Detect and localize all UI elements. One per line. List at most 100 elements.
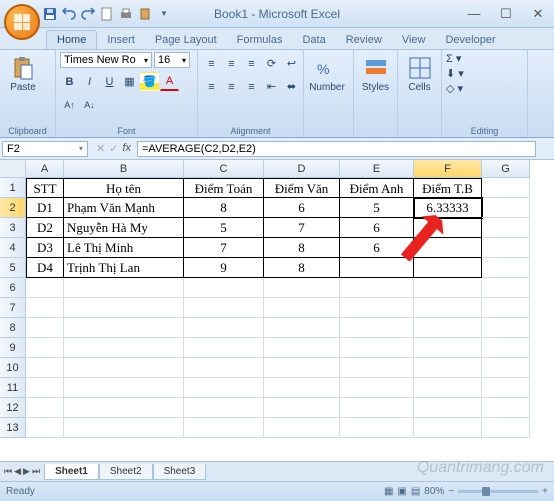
cell[interactable]: Điểm Văn — [264, 178, 340, 198]
cell[interactable] — [340, 398, 414, 418]
row-header[interactable]: 3 — [0, 218, 26, 238]
row-header[interactable]: 1 — [0, 178, 26, 198]
cell[interactable]: STT — [26, 178, 64, 198]
redo-icon[interactable] — [80, 6, 96, 22]
select-all-corner[interactable] — [0, 160, 26, 178]
cell[interactable] — [340, 278, 414, 298]
cell[interactable] — [26, 378, 64, 398]
fx-icon[interactable]: fx — [122, 142, 131, 155]
italic-button[interactable]: I — [80, 72, 99, 91]
cancel-formula-icon[interactable]: ✕ — [96, 142, 105, 155]
ribbon-tab-review[interactable]: Review — [336, 31, 392, 49]
cell[interactable]: 5 — [184, 218, 264, 238]
cell[interactable]: 8 — [264, 258, 340, 278]
row-header[interactable]: 10 — [0, 358, 26, 378]
cell[interactable] — [26, 318, 64, 338]
shrink-font-button[interactable]: A↓ — [80, 95, 99, 114]
align-left-button[interactable]: ≡ — [202, 77, 221, 96]
align-center-button[interactable]: ≡ — [222, 77, 241, 96]
cell[interactable] — [340, 298, 414, 318]
sheet-tab[interactable]: Sheet1 — [44, 464, 99, 480]
cell[interactable]: 8 — [184, 198, 264, 218]
cell[interactable] — [340, 378, 414, 398]
number-format-button[interactable]: %Number — [308, 52, 346, 93]
cell[interactable] — [264, 338, 340, 358]
cell[interactable] — [184, 418, 264, 438]
column-header[interactable]: G — [482, 160, 530, 178]
font-size-combo[interactable]: 16▾ — [154, 52, 190, 68]
view-normal-icon[interactable]: ▦ — [384, 486, 393, 497]
bold-button[interactable]: B — [60, 72, 79, 91]
cell[interactable] — [482, 258, 530, 278]
ribbon-tab-home[interactable]: Home — [46, 30, 97, 49]
cell[interactable]: 5 — [340, 198, 414, 218]
column-header[interactable]: C — [184, 160, 264, 178]
cell[interactable] — [64, 338, 184, 358]
cell[interactable]: Lê Thị Minh — [64, 238, 184, 258]
cell[interactable] — [64, 358, 184, 378]
cell[interactable] — [64, 278, 184, 298]
qat-dropdown-icon[interactable]: ▼ — [156, 6, 172, 22]
cell[interactable]: Họ tên — [64, 178, 184, 198]
view-break-icon[interactable]: ▤ — [411, 486, 420, 497]
paste-button[interactable]: Paste — [4, 52, 42, 93]
sheet-tab[interactable]: Sheet3 — [153, 464, 207, 480]
cell[interactable] — [264, 278, 340, 298]
cell[interactable] — [414, 238, 482, 258]
cell[interactable]: D2 — [26, 218, 64, 238]
cell[interactable] — [482, 378, 530, 398]
cell[interactable] — [414, 278, 482, 298]
cell[interactable] — [414, 258, 482, 278]
font-color-button[interactable]: A — [160, 72, 179, 91]
row-header[interactable]: 11 — [0, 378, 26, 398]
align-middle-button[interactable]: ≡ — [222, 54, 241, 73]
column-header[interactable]: D — [264, 160, 340, 178]
cell[interactable] — [482, 198, 530, 218]
cell[interactable] — [264, 378, 340, 398]
cell[interactable] — [264, 298, 340, 318]
column-header[interactable]: E — [340, 160, 414, 178]
cell[interactable]: Điểm Toán — [184, 178, 264, 198]
cell[interactable] — [26, 418, 64, 438]
row-header[interactable]: 2 — [0, 198, 26, 218]
ribbon-tab-view[interactable]: View — [392, 31, 436, 49]
cell[interactable] — [184, 398, 264, 418]
cell[interactable]: 7 — [184, 238, 264, 258]
cell[interactable] — [264, 318, 340, 338]
maximize-button[interactable]: ☐ — [490, 3, 522, 25]
cell[interactable] — [414, 218, 482, 238]
ribbon-tab-formulas[interactable]: Formulas — [227, 31, 293, 49]
cell[interactable]: Điểm Anh — [340, 178, 414, 198]
office-button[interactable] — [4, 4, 40, 40]
row-header[interactable]: 6 — [0, 278, 26, 298]
cell[interactable] — [340, 318, 414, 338]
cell[interactable]: D1 — [26, 198, 64, 218]
cell[interactable] — [64, 418, 184, 438]
cell[interactable]: 6 — [340, 238, 414, 258]
cell[interactable] — [482, 418, 530, 438]
ribbon-tab-developer[interactable]: Developer — [435, 31, 505, 49]
cell[interactable] — [264, 398, 340, 418]
undo-icon[interactable] — [61, 6, 77, 22]
column-header[interactable]: B — [64, 160, 184, 178]
cell[interactable] — [184, 358, 264, 378]
close-button[interactable]: ✕ — [522, 3, 554, 25]
tab-nav-next-icon[interactable]: ▶ — [23, 466, 30, 477]
new-icon[interactable] — [99, 6, 115, 22]
print-icon[interactable] — [118, 6, 134, 22]
tab-nav-last-icon[interactable]: ⏭ — [32, 466, 40, 477]
cell[interactable]: 7 — [264, 218, 340, 238]
styles-button[interactable]: Styles — [358, 52, 393, 93]
name-box[interactable]: F2▾ — [2, 141, 88, 157]
cell[interactable] — [482, 178, 530, 198]
cell[interactable] — [184, 338, 264, 358]
cells-button[interactable]: Cells — [402, 52, 437, 93]
cell[interactable]: Điểm T.B — [414, 178, 482, 198]
cell[interactable] — [184, 378, 264, 398]
cell[interactable] — [482, 318, 530, 338]
cell[interactable] — [414, 378, 482, 398]
border-button[interactable]: ▦ — [120, 72, 139, 91]
orientation-button[interactable]: ⟳ — [262, 54, 281, 73]
ribbon-tab-page-layout[interactable]: Page Layout — [145, 31, 227, 49]
zoom-level[interactable]: 80% — [424, 486, 444, 497]
